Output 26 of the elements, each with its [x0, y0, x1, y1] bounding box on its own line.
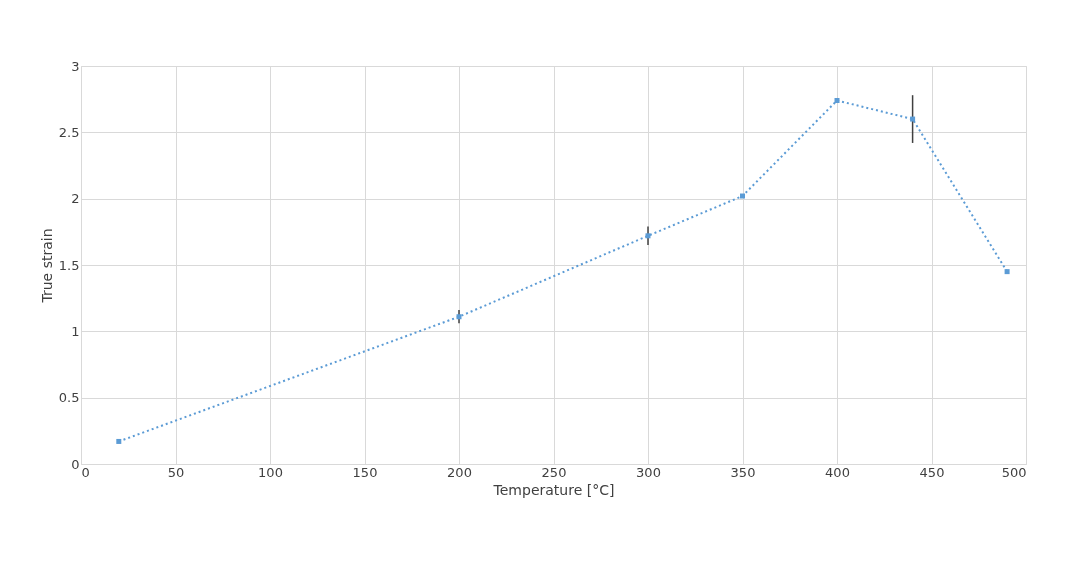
x-tick-label: 500 [1001, 464, 1027, 480]
y-tick-label: 3 [71, 58, 80, 74]
x-tick-label: 150 [352, 464, 378, 480]
y-axis-title: True strain [38, 228, 55, 304]
y-tick-label: 2 [71, 191, 80, 207]
point [910, 116, 916, 122]
y-tick-label: 0.5 [58, 390, 80, 406]
x-tick-label: 0 [81, 464, 90, 480]
point [740, 193, 745, 199]
x-tick-label: 50 [167, 464, 185, 480]
x-tick-label: 400 [825, 464, 850, 480]
point [456, 314, 462, 320]
x-tick-label: 350 [730, 464, 756, 480]
x-tick-label: 200 [447, 464, 472, 480]
x-tick-label: 300 [636, 464, 661, 480]
x-tick-label: 250 [541, 464, 567, 480]
y-tick-label: 1.5 [58, 257, 80, 273]
point [1004, 269, 1010, 275]
y-tick-label: 2.5 [58, 124, 80, 140]
point [116, 438, 122, 444]
point [834, 97, 840, 103]
x-tick-label: 100 [258, 464, 283, 480]
x-tick-label: 450 [919, 464, 945, 480]
point [645, 233, 651, 239]
y-tick-label: 1 [71, 323, 80, 339]
x-axis-title: Temperature [°C] [492, 481, 615, 498]
